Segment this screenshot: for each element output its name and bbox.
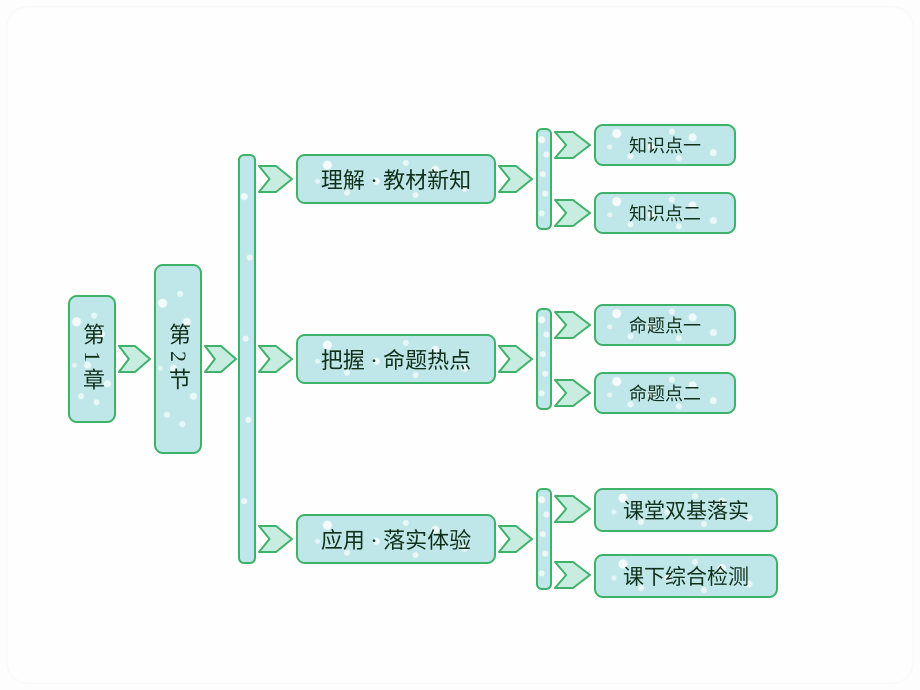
- node-class-practice: 课堂双基落实: [594, 488, 778, 532]
- arrow-right-icon: [204, 344, 238, 374]
- label-topic-2: 命题点二: [629, 380, 701, 406]
- label-section: 第2节: [162, 323, 194, 396]
- label-understand: 理解 · 教材新知: [321, 163, 471, 195]
- arrow-right-icon: [554, 198, 592, 228]
- node-after-class-test: 课下综合检测: [594, 554, 778, 598]
- arrow-right-icon: [554, 130, 592, 160]
- arrow-right-icon: [118, 344, 152, 374]
- node-topic-2: 命题点二: [594, 372, 736, 414]
- node-section: 第2节: [154, 264, 202, 454]
- label-knowledge-1: 知识点一: [629, 132, 701, 158]
- vbar-group-3: [536, 488, 552, 590]
- label-grasp: 把握 · 命题热点: [321, 343, 471, 375]
- label-knowledge-2: 知识点二: [629, 200, 701, 226]
- arrow-right-icon: [554, 378, 592, 408]
- arrow-right-icon: [258, 344, 294, 374]
- node-understand: 理解 · 教材新知: [296, 154, 496, 204]
- arrow-right-icon: [258, 524, 294, 554]
- arrow-right-icon: [554, 560, 592, 590]
- label-class-practice: 课堂双基落实: [623, 495, 749, 525]
- vbar-group-1: [536, 128, 552, 230]
- label-apply: 应用 · 落实体验: [321, 523, 471, 555]
- label-chapter: 第1章: [76, 323, 108, 396]
- vbar-main: [238, 154, 256, 564]
- arrow-right-icon: [498, 164, 534, 194]
- vbar-group-2: [536, 308, 552, 410]
- arrow-right-icon: [554, 494, 592, 524]
- label-after-class-test: 课下综合检测: [623, 561, 749, 591]
- node-knowledge-1: 知识点一: [594, 124, 736, 166]
- arrow-right-icon: [554, 310, 592, 340]
- node-knowledge-2: 知识点二: [594, 192, 736, 234]
- arrow-right-icon: [498, 344, 534, 374]
- node-topic-1: 命题点一: [594, 304, 736, 346]
- node-apply: 应用 · 落实体验: [296, 514, 496, 564]
- arrow-right-icon: [258, 164, 294, 194]
- node-chapter: 第1章: [68, 295, 116, 423]
- arrow-right-icon: [498, 524, 534, 554]
- diagram-canvas: 第1章 第2节 理解 · 教材新知 把握 · 命题热点 应用 · 落实体验 知识…: [6, 6, 914, 684]
- node-grasp: 把握 · 命题热点: [296, 334, 496, 384]
- label-topic-1: 命题点一: [629, 312, 701, 338]
